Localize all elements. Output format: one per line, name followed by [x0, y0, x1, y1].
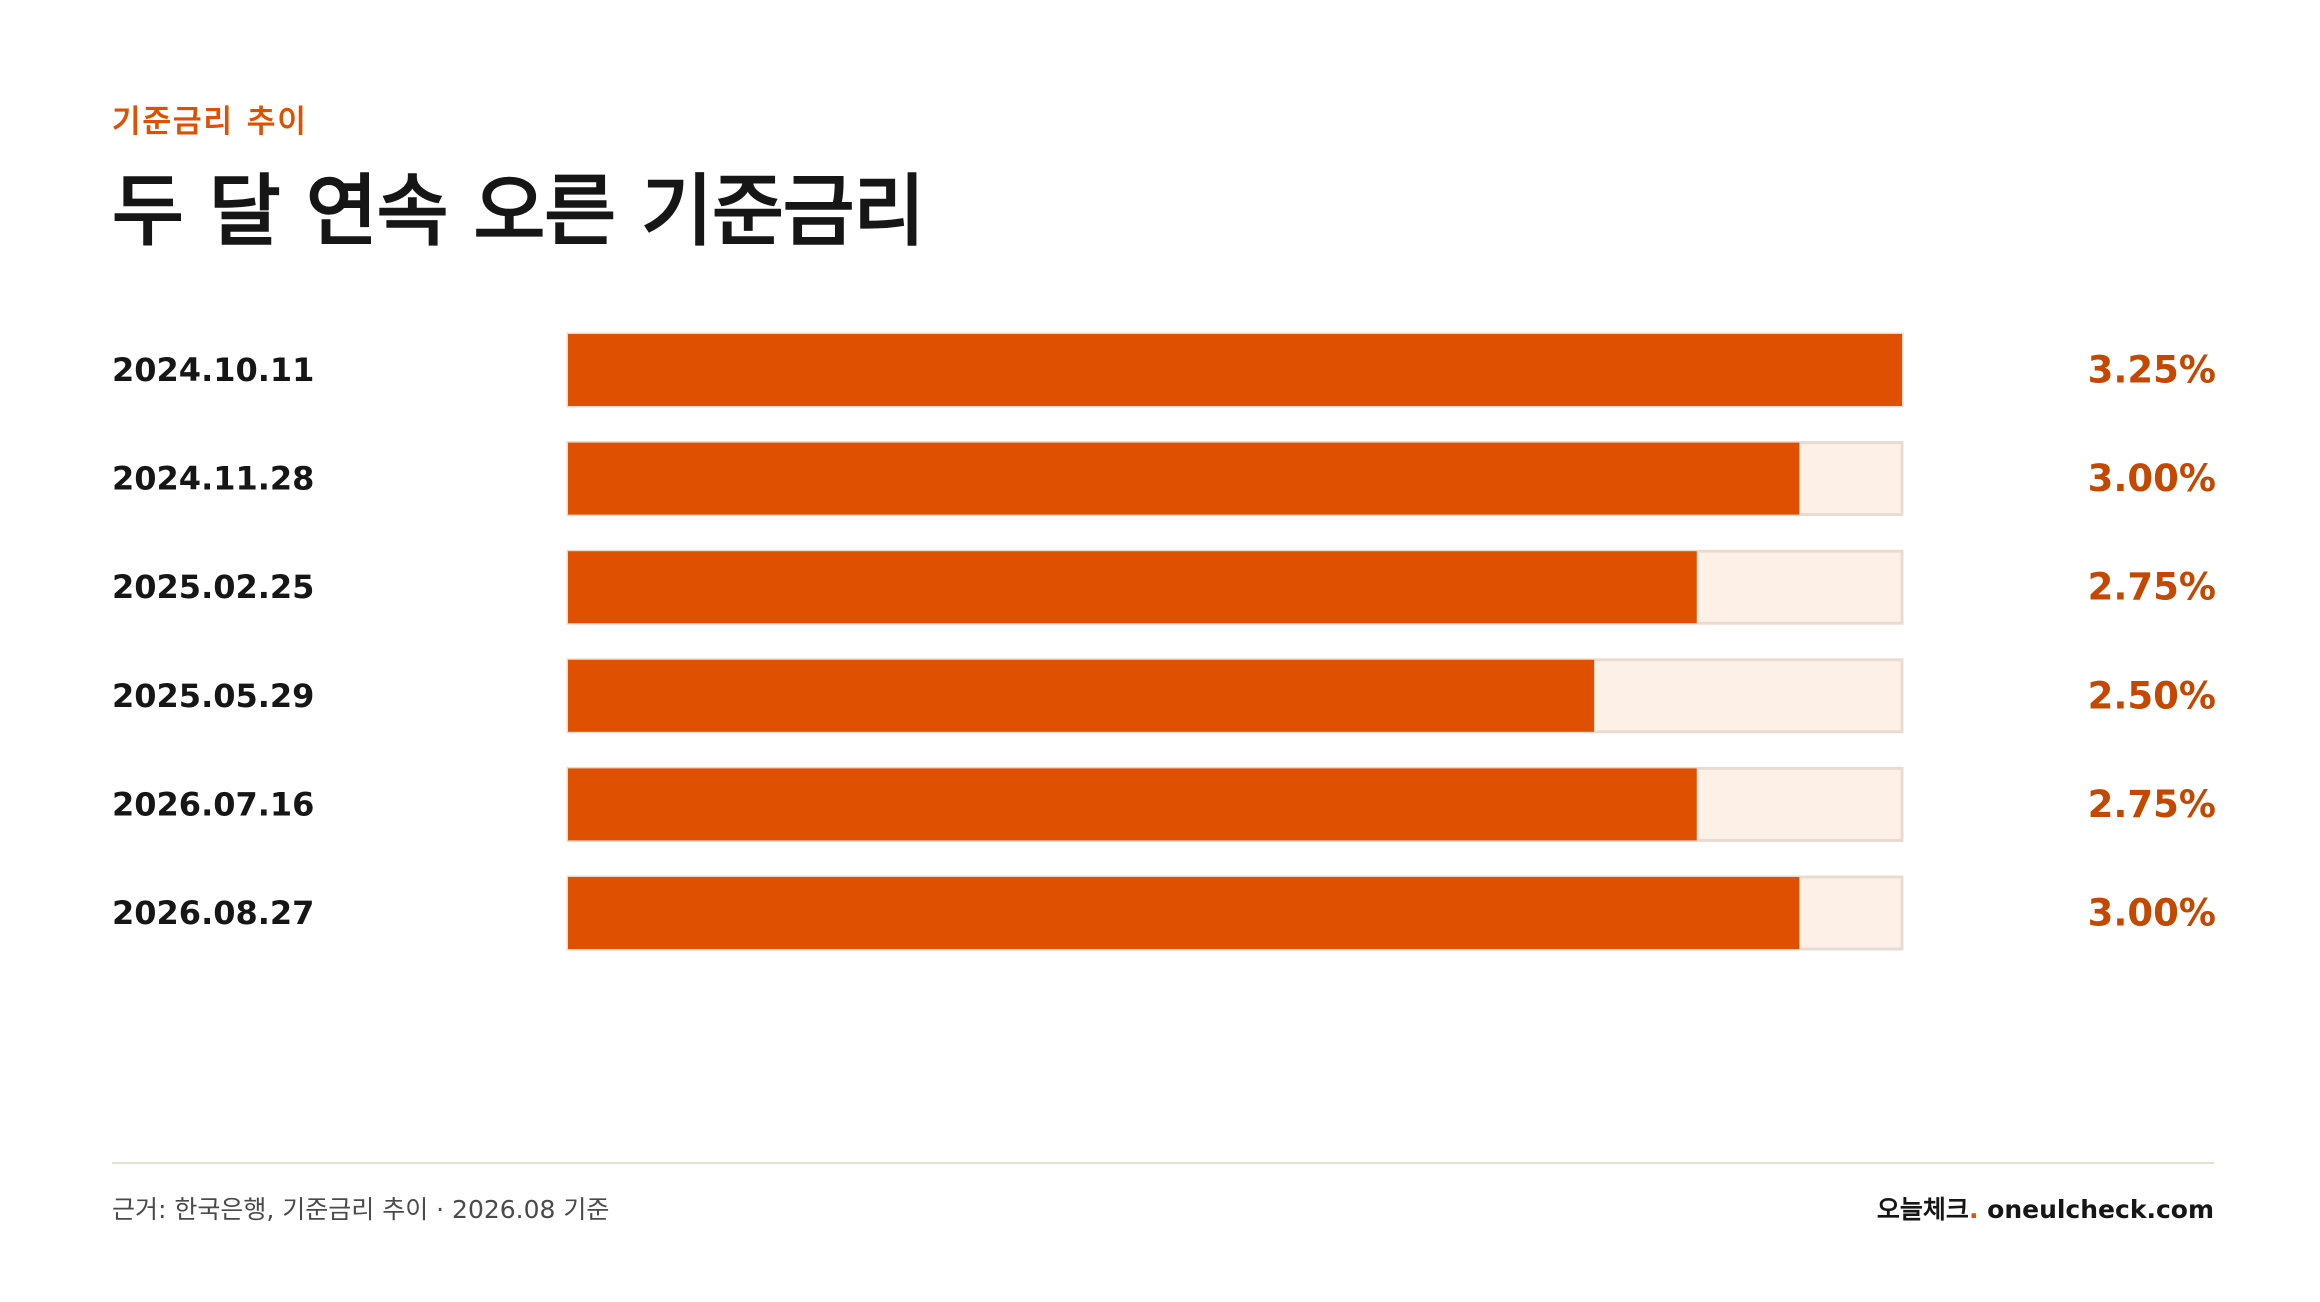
- bar-date-label: 2025.02.25: [112, 568, 314, 606]
- bar-value-label: 3.25%: [2088, 349, 2216, 392]
- bar-fill: [568, 442, 1800, 515]
- bar-fill: [568, 334, 1902, 406]
- bar-date-label: 2026.07.16: [112, 785, 314, 823]
- bar-value-label: 3.00%: [2088, 892, 2216, 935]
- brand-site: oneulcheck.com: [1978, 1195, 2214, 1224]
- footer-divider: [112, 1162, 2214, 1164]
- source-note: 근거: 한국은행, 기준금리 추이 · 2026.08 기준: [112, 1195, 610, 1224]
- bar-fill: [568, 659, 1595, 732]
- bar-fill: [568, 877, 1800, 949]
- brand-dot: .: [1968, 1195, 1979, 1224]
- bar-date-label: 2025.05.29: [112, 677, 314, 715]
- bar-value-label: 2.75%: [2088, 566, 2216, 609]
- brand-name: 오늘체크: [1876, 1195, 1969, 1224]
- bar-fill: [568, 768, 1697, 841]
- bar-date-label: 2024.10.11: [112, 351, 314, 389]
- bar-value-label: 3.00%: [2088, 457, 2216, 500]
- chart-title: 두 달 연속 오른 기준금리: [112, 167, 925, 257]
- chart-eyebrow: 기준금리 추이: [112, 104, 308, 140]
- bar-value-label: 2.75%: [2088, 783, 2216, 826]
- bar-fill: [568, 551, 1697, 624]
- brand-signature[interactable]: 오늘체크. oneulcheck.com: [1877, 1190, 2214, 1230]
- rate-bar-chart: 2024.10.11 3.25% 2024.11.28 3.00% 2025.02.25…: [112, 332, 2216, 951]
- bar-date-label: 2024.11.28: [112, 460, 314, 498]
- bar-value-label: 2.50%: [2088, 674, 2216, 717]
- bar-date-label: 2026.08.27: [112, 894, 314, 932]
